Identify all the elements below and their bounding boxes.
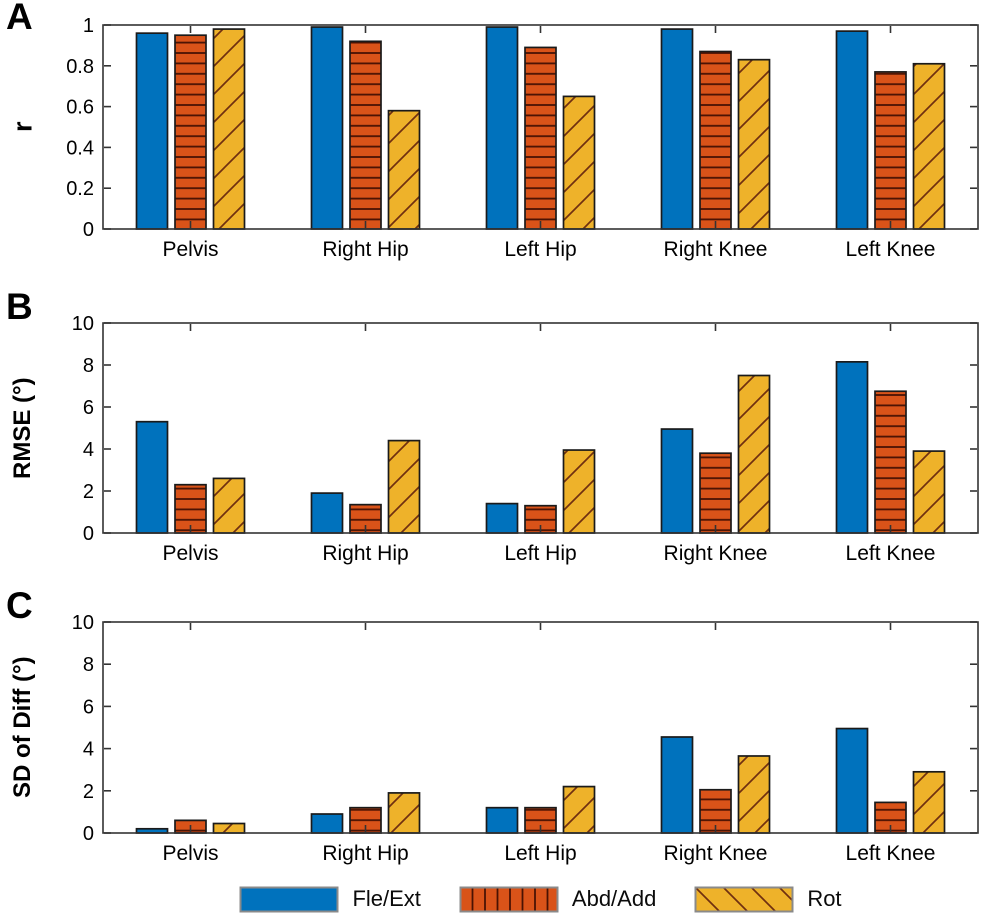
y-tick-label: 0 — [83, 823, 94, 845]
y-tick-label: 0.4 — [66, 137, 94, 159]
bar-right-knee-abd-add — [699, 452, 732, 534]
bar-right-hip-abd-add — [349, 40, 382, 230]
bar-left-hip-rot — [562, 95, 596, 230]
y-tick-label: 10 — [72, 612, 94, 634]
bar-left-hip-abd-add — [524, 46, 557, 230]
x-tick-label-left-hip: Left Hip — [504, 238, 576, 261]
y-tick-label: 8 — [83, 654, 94, 676]
bar-left-knee-rot — [912, 770, 946, 834]
bar-pelvis-fle-ext — [135, 32, 169, 230]
legend-item-abd-add: Abd/Add — [459, 886, 656, 913]
x-tick-label-pelvis: Pelvis — [162, 542, 218, 565]
x-tick-label-right-hip: Right Hip — [322, 542, 408, 565]
legend-swatch-rect — [694, 886, 794, 912]
bar-right-hip-fle-ext — [310, 813, 344, 834]
bar-pelvis-abd-add — [174, 483, 207, 534]
x-tick-label-right-hip: Right Hip — [322, 842, 408, 865]
bar-right-hip-rot — [387, 109, 421, 230]
bar-left-knee-abd-add — [874, 71, 907, 230]
x-tick-label-left-hip: Left Hip — [504, 842, 576, 865]
x-tick-label-pelvis: Pelvis — [162, 238, 218, 261]
legend-label-abd-add: Abd/Add — [571, 886, 657, 911]
bar-left-hip-fle-ext — [485, 502, 519, 534]
legend-label-fle-ext: Fle/Ext — [352, 886, 421, 911]
chart-panel-a: 0 0.2 0.4 0.6 0.8 1 Pelvis Right Hip Left Hip Rig… — [66, 15, 979, 261]
axes-box — [102, 621, 979, 834]
legend-swatch-rect — [459, 886, 559, 912]
x-tick-label-left-hip: Left Hip — [504, 542, 576, 565]
x-tick-label-right-hip: Right Hip — [322, 238, 408, 261]
bar-right-hip-fle-ext — [310, 492, 344, 534]
bar-left-hip-fle-ext — [485, 806, 519, 834]
y-tick-label: 2 — [83, 781, 94, 803]
bar-left-hip-fle-ext — [485, 26, 519, 230]
y-tick-label: 8 — [83, 355, 94, 377]
bar-right-knee-rot — [737, 755, 771, 834]
legend-label-rot: Rot — [807, 886, 842, 911]
y-tick-label: 0 — [83, 523, 94, 545]
bar-left-hip-rot — [562, 449, 596, 534]
y-tick-label: 1 — [83, 15, 94, 37]
bar-right-knee-fle-ext — [660, 28, 694, 230]
bar-pelvis-rot — [212, 822, 246, 834]
x-tick-label-pelvis: Pelvis — [162, 842, 218, 865]
y-tick-label: 4 — [83, 739, 94, 761]
bar-pelvis-rot — [212, 477, 246, 534]
y-tick-label: 4 — [83, 439, 94, 461]
bar-left-knee-rot — [912, 62, 946, 230]
y-tick-label: 0.6 — [66, 97, 94, 119]
chart-panel-b: 0 2 4 6 8 10 Pelvis Right Hip Left Hip Right Knee… — [72, 313, 979, 565]
chart-panel-c: 0 2 4 6 8 10 Pelvis Right Hip Left Hip Right Knee… — [72, 612, 979, 865]
y-axis-label-c: SD of Diff (°) — [9, 656, 36, 799]
bar-pelvis-rot — [212, 28, 246, 230]
bar-left-knee-rot — [912, 450, 946, 534]
x-tick-label-left-knee: Left Knee — [846, 238, 936, 261]
panel-letter-b: B — [6, 286, 33, 327]
bar-right-knee-abd-add — [699, 50, 732, 230]
bar-left-knee-fle-ext — [835, 30, 869, 230]
bar-right-knee-fle-ext — [660, 428, 694, 534]
legend-swatch-rect — [239, 886, 339, 912]
bar-pelvis-fle-ext — [135, 420, 169, 534]
y-tick-label: 10 — [72, 313, 94, 335]
y-tick-label: 2 — [83, 481, 94, 503]
x-tick-label-left-knee: Left Knee — [846, 542, 936, 565]
x-tick-label-left-knee: Left Knee — [846, 842, 936, 865]
y-tick-label: 0 — [83, 219, 94, 241]
bar-right-hip-fle-ext — [310, 26, 344, 230]
legend-item-rot: Rot — [694, 886, 842, 913]
bar-left-knee-fle-ext — [835, 360, 869, 534]
legend-item-fle-ext: Fle/Ext — [239, 886, 421, 913]
x-tick-label-right-knee: Right Knee — [664, 842, 768, 865]
y-tick-label: 6 — [83, 397, 94, 419]
panel-letter-a: A — [6, 0, 33, 37]
bar-left-hip-abd-add — [524, 806, 557, 834]
bar-right-hip-rot — [387, 792, 421, 834]
panel-letter-c: C — [6, 585, 33, 626]
axes-box — [102, 24, 979, 230]
y-tick-label: 0.8 — [66, 56, 94, 78]
axes-box — [102, 322, 979, 534]
x-tick-label-right-knee: Right Knee — [664, 542, 768, 565]
y-axis-label-a: r — [7, 121, 38, 133]
bar-right-knee-rot — [737, 58, 771, 230]
bar-left-knee-abd-add — [874, 390, 907, 534]
y-tick-label: 6 — [83, 696, 94, 718]
y-axis-label-b: RMSE (°) — [9, 377, 36, 479]
bar-right-hip-rot — [387, 439, 421, 534]
bar-right-knee-fle-ext — [660, 736, 694, 834]
bar-pelvis-abd-add — [174, 34, 207, 230]
y-tick-label: 0.2 — [66, 178, 94, 200]
bar-left-hip-rot — [562, 785, 596, 834]
bar-left-knee-fle-ext — [835, 727, 869, 834]
bar-right-knee-rot — [737, 374, 771, 534]
legend-swatch-abd-add — [459, 886, 559, 912]
x-tick-label-right-knee: Right Knee — [664, 238, 768, 261]
legend: Fle/Ext Abd/Add Rot — [103, 883, 978, 915]
legend-swatch-rot — [694, 886, 794, 912]
legend-swatch-fle-ext — [239, 886, 339, 912]
